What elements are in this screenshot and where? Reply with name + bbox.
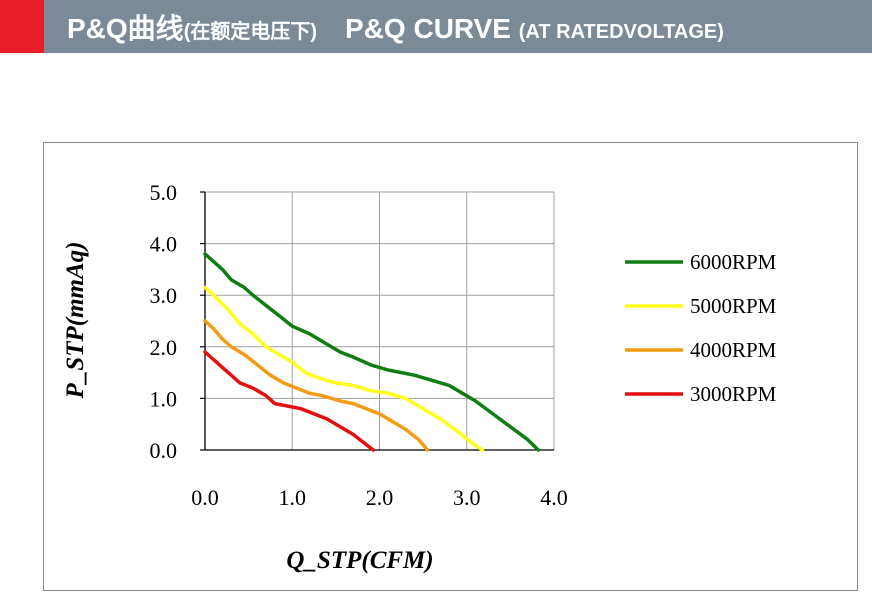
subtitle-cn: (在额定电压下) (183, 21, 318, 43)
series-line-5000rpm (203, 285, 485, 452)
legend-label-4000rpm: 4000RPM (690, 338, 777, 362)
x-tick-label: 1.0 (279, 485, 307, 510)
x-tick-label: 3.0 (453, 485, 481, 510)
y-tick-label: 4.0 (150, 232, 178, 257)
series-line-6000rpm (203, 252, 541, 452)
x-axis-label: Q_STP(CFM) (286, 547, 433, 574)
x-tick-labels: 0.0 1.0 2.0 3.0 4.0 (191, 485, 568, 510)
series-lines (203, 252, 541, 452)
y-tick-labels: 0.0 1.0 2.0 3.0 4.0 5.0 (150, 180, 178, 463)
chart-frame (43, 142, 858, 591)
legend-label-6000rpm: 6000RPM (690, 250, 777, 274)
legend-label-5000rpm: 5000RPM (690, 294, 777, 318)
chart-legend: 6000RPM 5000RPM 4000RPM 3000RPM (625, 250, 777, 406)
title-en: P&Q CURVE (345, 13, 511, 44)
header-accent (0, 0, 44, 53)
x-tick-label: 2.0 (366, 485, 394, 510)
chart-grid (204, 191, 555, 451)
y-tick-label: 0.0 (150, 438, 178, 463)
x-tick-label: 0.0 (191, 485, 219, 510)
y-axis-label: P_STP(mmAq) (62, 242, 89, 400)
y-tick-label: 5.0 (150, 180, 178, 205)
y-tick-label: 2.0 (150, 335, 178, 360)
y-tick-label: 3.0 (150, 283, 178, 308)
y-tick-label: 1.0 (150, 386, 178, 411)
header-bar: P&Q曲线(在额定电压下) P&Q CURVE (AT RATEDVOLTAGE) (0, 0, 872, 53)
subtitle-en: (AT RATEDVOLTAGE) (518, 21, 724, 43)
page-title: P&Q曲线(在额定电压下) P&Q CURVE (AT RATEDVOLTAGE) (67, 0, 724, 53)
series-line-4000rpm (203, 319, 430, 452)
series-line-3000rpm (203, 350, 376, 452)
x-tick-label: 4.0 (540, 485, 568, 510)
title-cn: P&Q曲线 (67, 13, 184, 44)
legend-label-3000rpm: 3000RPM (690, 382, 777, 406)
